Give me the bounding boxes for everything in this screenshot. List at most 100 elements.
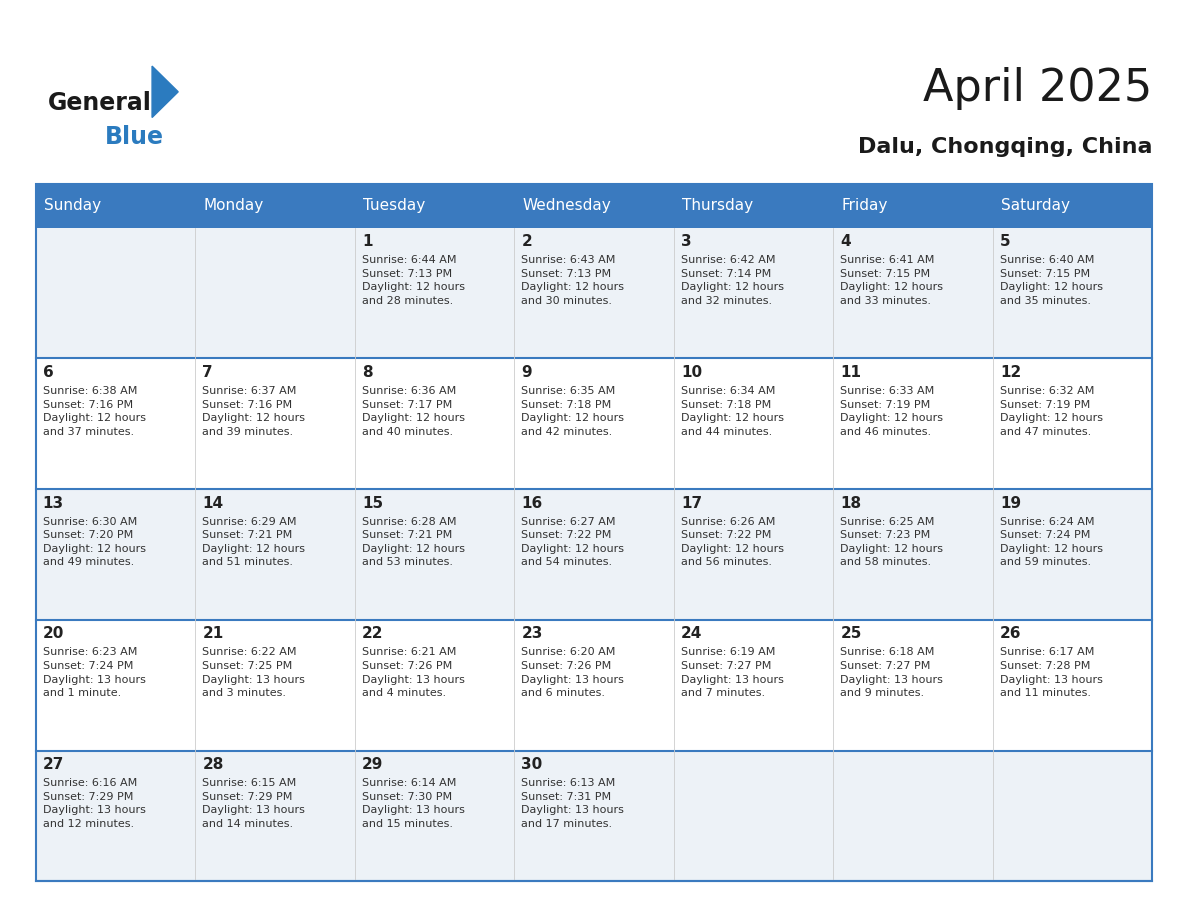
Text: Sunrise: 6:37 AM
Sunset: 7:16 PM
Daylight: 12 hours
and 39 minutes.: Sunrise: 6:37 AM Sunset: 7:16 PM Dayligh…	[202, 386, 305, 437]
Bar	[993, 184, 1152, 228]
Bar	[355, 358, 514, 489]
Bar	[36, 489, 195, 620]
Bar	[195, 358, 355, 489]
Text: Sunrise: 6:34 AM
Sunset: 7:18 PM
Daylight: 12 hours
and 44 minutes.: Sunrise: 6:34 AM Sunset: 7:18 PM Dayligh…	[681, 386, 784, 437]
Text: 24: 24	[681, 626, 702, 642]
Bar	[355, 620, 514, 751]
Text: 4: 4	[840, 234, 851, 249]
Text: 14: 14	[202, 496, 223, 510]
Text: Sunrise: 6:20 AM
Sunset: 7:26 PM
Daylight: 13 hours
and 6 minutes.: Sunrise: 6:20 AM Sunset: 7:26 PM Dayligh…	[522, 647, 624, 699]
Text: 28: 28	[202, 757, 223, 772]
Text: 30: 30	[522, 757, 543, 772]
Text: Sunrise: 6:33 AM
Sunset: 7:19 PM
Daylight: 12 hours
and 46 minutes.: Sunrise: 6:33 AM Sunset: 7:19 PM Dayligh…	[840, 386, 943, 437]
Text: 11: 11	[840, 364, 861, 380]
Bar	[355, 184, 514, 228]
Bar	[355, 228, 514, 358]
Text: Friday: Friday	[841, 198, 887, 213]
Bar	[833, 620, 993, 751]
Text: 16: 16	[522, 496, 543, 510]
Text: Monday: Monday	[203, 198, 264, 213]
Text: Sunrise: 6:42 AM
Sunset: 7:14 PM
Daylight: 12 hours
and 32 minutes.: Sunrise: 6:42 AM Sunset: 7:14 PM Dayligh…	[681, 255, 784, 306]
Text: 1: 1	[362, 234, 372, 249]
Text: Sunrise: 6:32 AM
Sunset: 7:19 PM
Daylight: 12 hours
and 47 minutes.: Sunrise: 6:32 AM Sunset: 7:19 PM Dayligh…	[1000, 386, 1102, 437]
Bar	[36, 228, 195, 358]
Text: 26: 26	[1000, 626, 1022, 642]
Text: 7: 7	[202, 364, 213, 380]
Bar	[833, 184, 993, 228]
Text: 2: 2	[522, 234, 532, 249]
Bar	[514, 751, 674, 881]
Text: Saturday: Saturday	[1001, 198, 1070, 213]
Text: 29: 29	[362, 757, 384, 772]
Text: 23: 23	[522, 626, 543, 642]
Bar	[674, 358, 833, 489]
Text: Sunrise: 6:19 AM
Sunset: 7:27 PM
Daylight: 13 hours
and 7 minutes.: Sunrise: 6:19 AM Sunset: 7:27 PM Dayligh…	[681, 647, 784, 699]
Bar	[514, 184, 674, 228]
Bar	[355, 489, 514, 620]
Text: 5: 5	[1000, 234, 1011, 249]
Bar	[514, 489, 674, 620]
Text: Sunrise: 6:36 AM
Sunset: 7:17 PM
Daylight: 12 hours
and 40 minutes.: Sunrise: 6:36 AM Sunset: 7:17 PM Dayligh…	[362, 386, 465, 437]
Text: 15: 15	[362, 496, 383, 510]
Bar	[36, 358, 195, 489]
Bar	[36, 184, 1152, 881]
Bar	[195, 751, 355, 881]
Bar	[514, 228, 674, 358]
Text: Sunrise: 6:15 AM
Sunset: 7:29 PM
Daylight: 13 hours
and 14 minutes.: Sunrise: 6:15 AM Sunset: 7:29 PM Dayligh…	[202, 778, 305, 829]
Text: Sunrise: 6:17 AM
Sunset: 7:28 PM
Daylight: 13 hours
and 11 minutes.: Sunrise: 6:17 AM Sunset: 7:28 PM Dayligh…	[1000, 647, 1102, 699]
Text: 25: 25	[840, 626, 861, 642]
Text: April 2025: April 2025	[923, 67, 1152, 109]
Text: Sunrise: 6:35 AM
Sunset: 7:18 PM
Daylight: 12 hours
and 42 minutes.: Sunrise: 6:35 AM Sunset: 7:18 PM Dayligh…	[522, 386, 625, 437]
Text: Sunrise: 6:16 AM
Sunset: 7:29 PM
Daylight: 13 hours
and 12 minutes.: Sunrise: 6:16 AM Sunset: 7:29 PM Dayligh…	[43, 778, 146, 829]
Bar	[36, 184, 195, 228]
Bar	[674, 751, 833, 881]
Text: 10: 10	[681, 364, 702, 380]
Text: Sunrise: 6:29 AM
Sunset: 7:21 PM
Daylight: 12 hours
and 51 minutes.: Sunrise: 6:29 AM Sunset: 7:21 PM Dayligh…	[202, 517, 305, 567]
Text: Tuesday: Tuesday	[364, 198, 425, 213]
Bar	[833, 489, 993, 620]
Bar	[993, 358, 1152, 489]
Text: 13: 13	[43, 496, 64, 510]
Bar	[36, 620, 195, 751]
Bar	[674, 620, 833, 751]
Text: Sunrise: 6:22 AM
Sunset: 7:25 PM
Daylight: 13 hours
and 3 minutes.: Sunrise: 6:22 AM Sunset: 7:25 PM Dayligh…	[202, 647, 305, 699]
Text: 6: 6	[43, 364, 53, 380]
Bar	[195, 489, 355, 620]
Bar	[674, 489, 833, 620]
Text: Sunrise: 6:18 AM
Sunset: 7:27 PM
Daylight: 13 hours
and 9 minutes.: Sunrise: 6:18 AM Sunset: 7:27 PM Dayligh…	[840, 647, 943, 699]
Bar	[993, 228, 1152, 358]
Bar	[36, 751, 195, 881]
Text: 18: 18	[840, 496, 861, 510]
Text: 3: 3	[681, 234, 691, 249]
Text: Thursday: Thursday	[682, 198, 753, 213]
Text: 21: 21	[202, 626, 223, 642]
Bar	[195, 228, 355, 358]
Text: Sunrise: 6:14 AM
Sunset: 7:30 PM
Daylight: 13 hours
and 15 minutes.: Sunrise: 6:14 AM Sunset: 7:30 PM Dayligh…	[362, 778, 465, 829]
Text: Sunrise: 6:43 AM
Sunset: 7:13 PM
Daylight: 12 hours
and 30 minutes.: Sunrise: 6:43 AM Sunset: 7:13 PM Dayligh…	[522, 255, 625, 306]
Bar	[674, 228, 833, 358]
Text: Sunrise: 6:25 AM
Sunset: 7:23 PM
Daylight: 12 hours
and 58 minutes.: Sunrise: 6:25 AM Sunset: 7:23 PM Dayligh…	[840, 517, 943, 567]
Bar	[993, 620, 1152, 751]
Text: Sunrise: 6:13 AM
Sunset: 7:31 PM
Daylight: 13 hours
and 17 minutes.: Sunrise: 6:13 AM Sunset: 7:31 PM Dayligh…	[522, 778, 624, 829]
Bar	[833, 228, 993, 358]
Text: Sunrise: 6:27 AM
Sunset: 7:22 PM
Daylight: 12 hours
and 54 minutes.: Sunrise: 6:27 AM Sunset: 7:22 PM Dayligh…	[522, 517, 625, 567]
Text: Blue: Blue	[105, 125, 164, 149]
Text: Sunrise: 6:30 AM
Sunset: 7:20 PM
Daylight: 12 hours
and 49 minutes.: Sunrise: 6:30 AM Sunset: 7:20 PM Dayligh…	[43, 517, 146, 567]
Text: Sunrise: 6:23 AM
Sunset: 7:24 PM
Daylight: 13 hours
and 1 minute.: Sunrise: 6:23 AM Sunset: 7:24 PM Dayligh…	[43, 647, 146, 699]
Text: 19: 19	[1000, 496, 1020, 510]
Text: Sunrise: 6:24 AM
Sunset: 7:24 PM
Daylight: 12 hours
and 59 minutes.: Sunrise: 6:24 AM Sunset: 7:24 PM Dayligh…	[1000, 517, 1102, 567]
Bar	[674, 184, 833, 228]
Text: Sunrise: 6:44 AM
Sunset: 7:13 PM
Daylight: 12 hours
and 28 minutes.: Sunrise: 6:44 AM Sunset: 7:13 PM Dayligh…	[362, 255, 465, 306]
Text: General: General	[48, 91, 151, 115]
Bar	[514, 358, 674, 489]
Text: Wednesday: Wednesday	[523, 198, 612, 213]
Bar	[195, 620, 355, 751]
Bar	[993, 489, 1152, 620]
Bar	[833, 751, 993, 881]
Text: Sunrise: 6:40 AM
Sunset: 7:15 PM
Daylight: 12 hours
and 35 minutes.: Sunrise: 6:40 AM Sunset: 7:15 PM Dayligh…	[1000, 255, 1102, 306]
Bar	[514, 620, 674, 751]
Text: 8: 8	[362, 364, 373, 380]
Polygon shape	[152, 66, 178, 118]
Text: 12: 12	[1000, 364, 1022, 380]
Bar	[993, 751, 1152, 881]
